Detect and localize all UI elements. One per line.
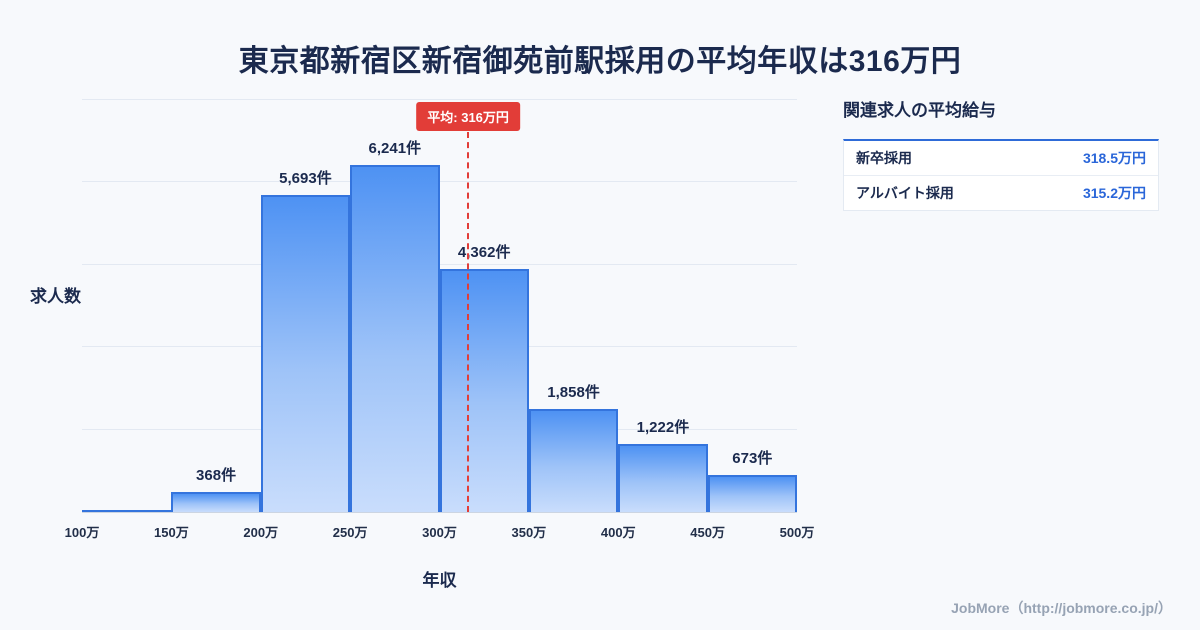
histogram-plot: 平均: 316万円 368件 5,693件 6,241件 4,362件 1,858件 1,… [82, 99, 797, 513]
x-tick-label: 150万 [154, 525, 189, 540]
average-badge-label: 平均: 316万円 [427, 110, 509, 125]
page-title: 東京都新宿区新宿御苑前駅採用の平均年収は316万円 [238, 45, 962, 78]
side-panel-title: 関連求人の平均給与 [843, 101, 996, 120]
x-tick-label: 450万 [690, 525, 725, 540]
gridline [82, 181, 797, 183]
histogram-bar [260, 195, 351, 512]
histogram-bar [528, 408, 619, 512]
x-tick-label: 200万 [243, 525, 279, 540]
x-tick-label: 300万 [422, 525, 457, 540]
gridline [82, 263, 797, 265]
footer-credit: JobMore（http://jobmore.co.jp/） [951, 600, 1172, 616]
x-tick-label: 500万 [779, 525, 815, 540]
histogram-bar [171, 491, 261, 512]
related-job-value: 315.2万円 [1082, 185, 1146, 201]
x-axis-label: 年収 [422, 571, 457, 590]
x-tick-label: 400万 [600, 525, 636, 540]
related-jobs-panel: 関連求人の平均給与 新卒採用 318.5万円アルバイト採用 315.2万円 [843, 96, 1159, 211]
histogram-bar [707, 474, 797, 512]
related-job-label: 新卒採用 [856, 150, 912, 166]
x-tick-label: 100万 [64, 525, 100, 540]
bar-count-label: 368件 [196, 466, 237, 484]
bar-count-label: 1,858件 [547, 383, 600, 401]
y-axis-label: 求人数 [30, 287, 81, 306]
histogram-bar [82, 510, 172, 512]
histogram-bar [618, 443, 708, 512]
bar-count-label: 4,362件 [457, 244, 511, 262]
x-axis-ticks: 100万 150万 200万 250万 300万 350万 400万 450万 500万 [65, 522, 815, 542]
related-job-row: アルバイト採用 315.2万円 [844, 176, 1158, 210]
bar-count-label: 1,222件 [636, 418, 690, 436]
histogram-bar [439, 269, 529, 512]
bar-count-label: 5,693件 [279, 170, 332, 188]
histogram-bar [350, 164, 440, 512]
related-jobs-table: 新卒採用 318.5万円アルバイト採用 315.2万円 [843, 139, 1159, 211]
average-line [467, 132, 470, 512]
x-tick-label: 250万 [332, 525, 368, 540]
related-job-value: 318.5万円 [1082, 150, 1146, 166]
bar-count-label: 6,241件 [368, 139, 422, 157]
related-job-row: 新卒採用 318.5万円 [844, 141, 1158, 176]
gridline [82, 99, 797, 100]
bar-count-label: 673件 [732, 449, 773, 467]
x-tick-label: 350万 [511, 525, 547, 540]
related-job-label: アルバイト採用 [856, 185, 954, 201]
average-badge: 平均: 316万円 [416, 102, 520, 131]
